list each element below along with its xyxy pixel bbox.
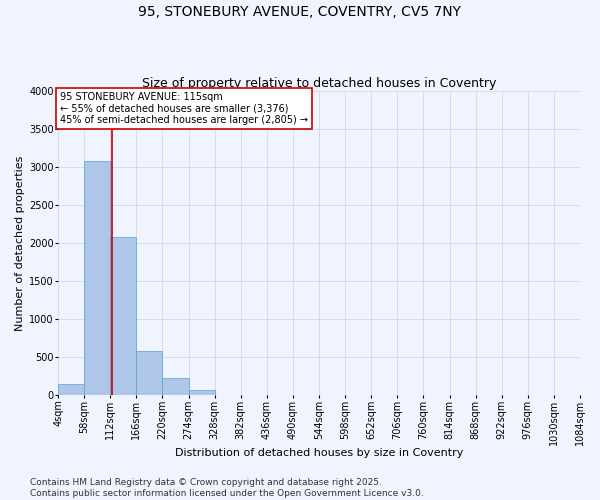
Bar: [110, 237, 136, 396]
Bar: [188, 390, 215, 396]
Text: Contains HM Land Registry data © Crown copyright and database right 2025.
Contai: Contains HM Land Registry data © Crown c…: [30, 478, 424, 498]
Bar: [84, 160, 110, 396]
X-axis label: Distribution of detached houses by size in Coventry: Distribution of detached houses by size …: [175, 448, 463, 458]
Text: 95, STONEBURY AVENUE, COVENTRY, CV5 7NY: 95, STONEBURY AVENUE, COVENTRY, CV5 7NY: [139, 5, 461, 19]
Bar: [163, 378, 188, 396]
Title: Size of property relative to detached houses in Coventry: Size of property relative to detached ho…: [142, 76, 496, 90]
Bar: [136, 351, 163, 396]
Bar: [58, 384, 84, 396]
Text: 95 STONEBURY AVENUE: 115sqm
← 55% of detached houses are smaller (3,376)
45% of : 95 STONEBURY AVENUE: 115sqm ← 55% of det…: [60, 92, 308, 126]
Y-axis label: Number of detached properties: Number of detached properties: [15, 156, 25, 330]
